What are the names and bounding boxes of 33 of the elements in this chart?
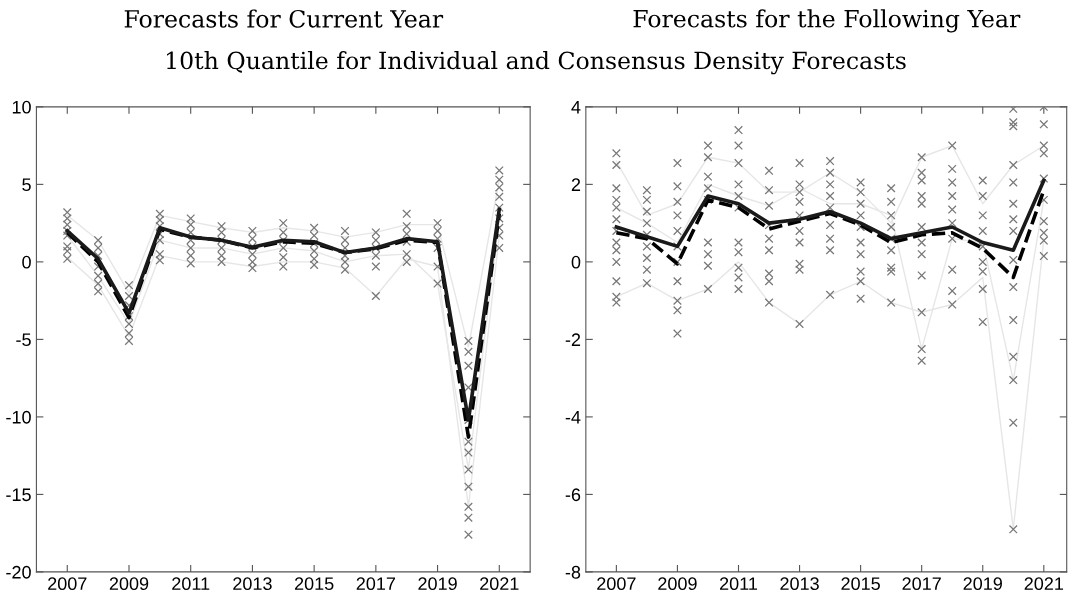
y-tick-label: -4	[565, 411, 581, 424]
x-tick-label: 2011	[172, 577, 210, 591]
x-tick-label: 2007	[597, 577, 636, 591]
x-tick-label: 2017	[902, 577, 941, 591]
x-tick-label: 2009	[658, 577, 697, 591]
x-tick-label: 2009	[109, 577, 149, 591]
y-tick-label: -6	[565, 488, 581, 502]
x-tick-label: 2017	[356, 577, 396, 591]
x-tick-label: 2013	[233, 577, 272, 591]
x-tick-label: 2007	[48, 577, 87, 591]
y-tick-label: -8	[565, 565, 581, 579]
chart-title: Forecasts for Current Year	[124, 9, 444, 28]
x-tick-label: 2021	[1024, 577, 1064, 591]
y-tick-label: 4	[571, 100, 581, 114]
x-tick-label: 2013	[780, 577, 819, 591]
x-tick-label: 2015	[294, 577, 334, 591]
x-tick-label: 2019	[963, 577, 1002, 591]
y-tick-label: 0	[571, 255, 581, 269]
y-tick-label: -2	[565, 333, 581, 346]
y-tick-label: 0	[22, 255, 31, 269]
y-tick-label: -15	[6, 488, 31, 502]
y-tick-label: 10	[12, 100, 31, 114]
y-tick-label: 5	[22, 178, 31, 192]
y-tick-label: -20	[6, 565, 31, 579]
chart-title: Forecasts for the Following Year	[633, 9, 1021, 33]
x-tick-label: 2021	[480, 577, 519, 591]
chart-subtitle: 10th Quantile for Individual and Consensus Density Forecasts	[166, 51, 906, 75]
y-tick-label: -10	[6, 410, 31, 424]
x-tick-label: 2019	[418, 577, 457, 591]
y-tick-label: -5	[16, 333, 31, 347]
x-tick-label: 2015	[841, 577, 880, 591]
x-tick-label: 2011	[719, 577, 758, 591]
y-tick-label: 2	[571, 178, 581, 191]
